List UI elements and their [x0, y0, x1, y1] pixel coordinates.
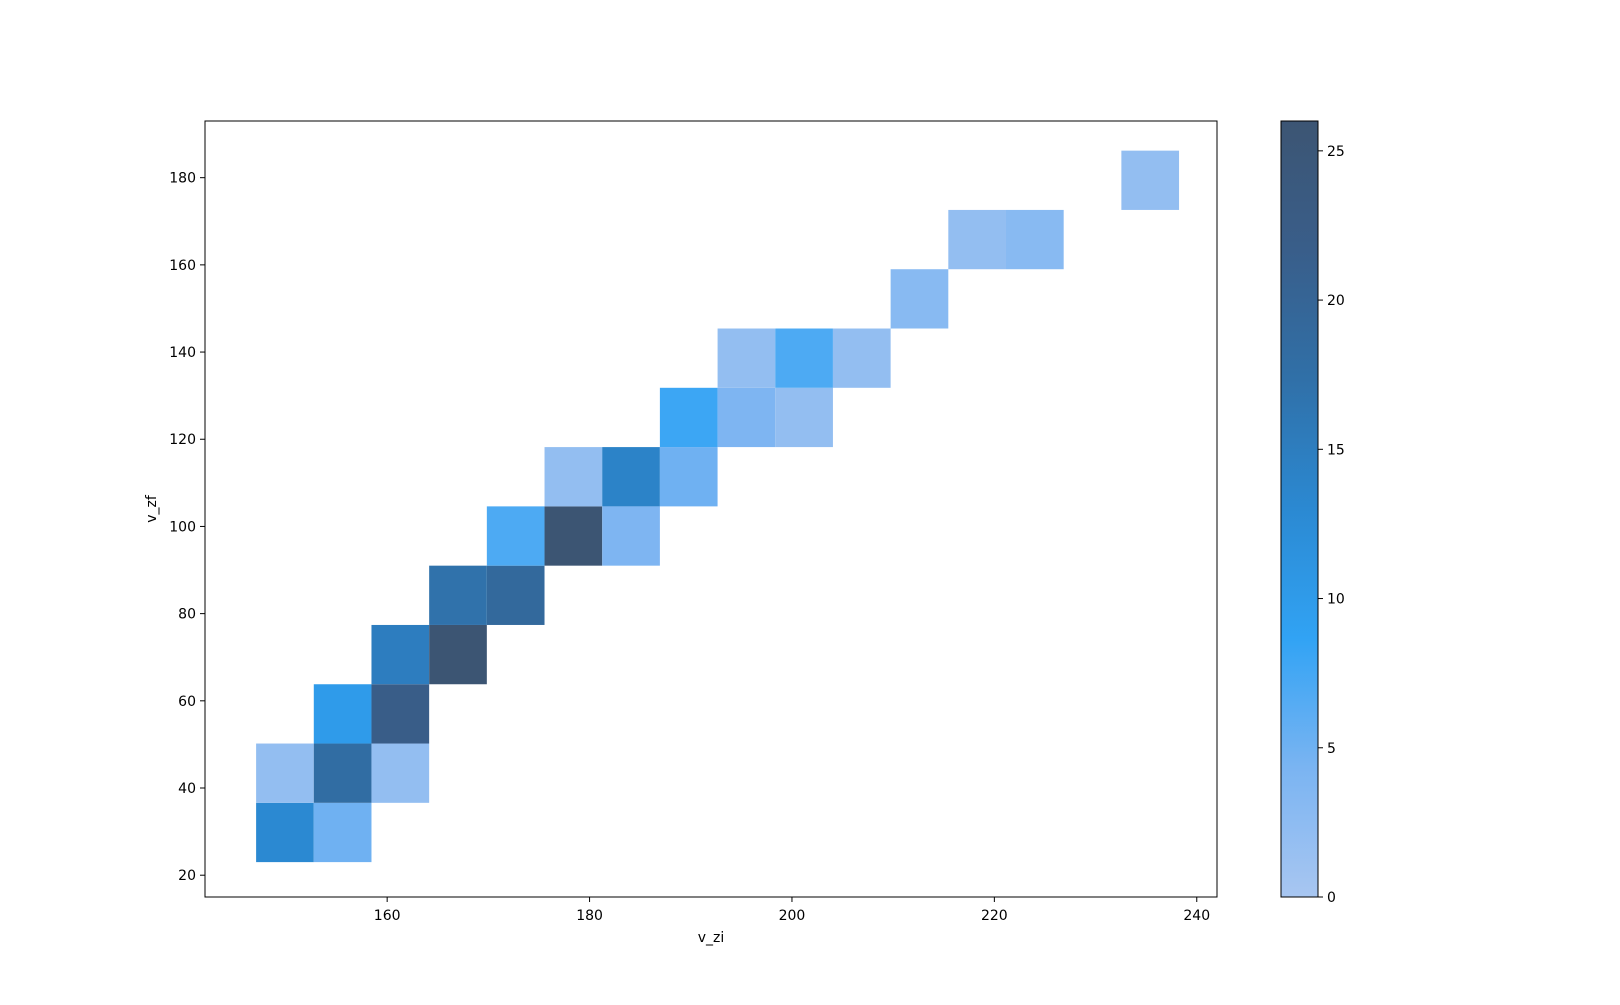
heatmap-cell-16 [659, 447, 718, 507]
x-tick-label-160: 160 [374, 908, 401, 924]
y-tick-label-100: 100 [169, 519, 196, 535]
heatmap-cell-15 [602, 447, 660, 507]
heatmap-cell-0 [256, 802, 314, 863]
y-axis-label: v_zf [144, 494, 160, 523]
y-tick-label-140: 140 [169, 345, 196, 361]
heatmap-cell-5 [313, 684, 372, 744]
colorbar-tick-label-15: 15 [1327, 442, 1345, 458]
y-tick-label-60: 60 [178, 694, 196, 710]
heatmap-cell-23 [890, 269, 949, 329]
colorbar-tick-label-5: 5 [1327, 741, 1336, 757]
x-axis-label: v_zi [698, 930, 725, 946]
y-tick-label-120: 120 [169, 432, 196, 448]
heatmap-cell-17 [659, 387, 718, 448]
colorbar [1280, 120, 1319, 898]
colorbar-tick-label-0: 0 [1327, 890, 1336, 906]
y-tick-label-40: 40 [178, 781, 196, 797]
heatmap-cell-1 [313, 802, 372, 863]
colorbar-tick-label-20: 20 [1327, 293, 1345, 309]
y-tick-label-20: 20 [178, 868, 196, 884]
y-axis: 20 40 60 80 100 120 140 160 180 [169, 171, 205, 884]
heatmap-cell-3 [313, 743, 372, 803]
heatmap-cell-25 [1006, 209, 1064, 270]
heatmap-cell-4 [371, 743, 430, 803]
heatmap-cell-6 [371, 684, 430, 744]
plot-frame [204, 120, 1218, 898]
heatmap-cell-10 [486, 565, 545, 625]
heatmap-cell-13 [602, 506, 660, 566]
y-tick-label-80: 80 [178, 607, 196, 623]
x-tick-label-240: 240 [1183, 908, 1210, 924]
heatmap-cell-11 [486, 506, 545, 566]
heatmap-cell-24 [948, 209, 1006, 270]
x-axis: 160 180 200 220 240 [374, 897, 1210, 924]
heatmap-cell-7 [371, 624, 430, 685]
colorbar-tick-label-10: 10 [1327, 592, 1345, 608]
heatmap-cells [256, 150, 1180, 863]
heatmap-cell-18 [717, 387, 776, 448]
heatmap-cell-26 [1121, 150, 1180, 210]
heatmap-cell-9 [429, 565, 487, 625]
heatmap-cell-22 [832, 328, 891, 388]
heatmap-cell-20 [717, 328, 776, 388]
heatmap-cell-12 [544, 506, 603, 566]
heatmap-cell-2 [256, 743, 314, 803]
heatmap-cell-21 [775, 328, 833, 388]
x-tick-label-220: 220 [981, 908, 1008, 924]
colorbar-ticks: 0 5 10 15 20 25 [1318, 144, 1345, 906]
colorbar-tick-label-25: 25 [1327, 144, 1345, 160]
y-tick-label-160: 160 [169, 258, 196, 274]
x-tick-label-200: 200 [779, 908, 806, 924]
y-tick-label-180: 180 [169, 171, 196, 187]
heatmap-cell-14 [544, 447, 603, 507]
heatmap-cell-19 [775, 387, 833, 448]
heatmap-cell-8 [429, 624, 487, 685]
x-tick-label-180: 180 [576, 908, 603, 924]
